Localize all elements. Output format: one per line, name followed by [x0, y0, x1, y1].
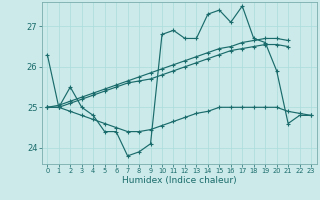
X-axis label: Humidex (Indice chaleur): Humidex (Indice chaleur) [122, 176, 236, 185]
